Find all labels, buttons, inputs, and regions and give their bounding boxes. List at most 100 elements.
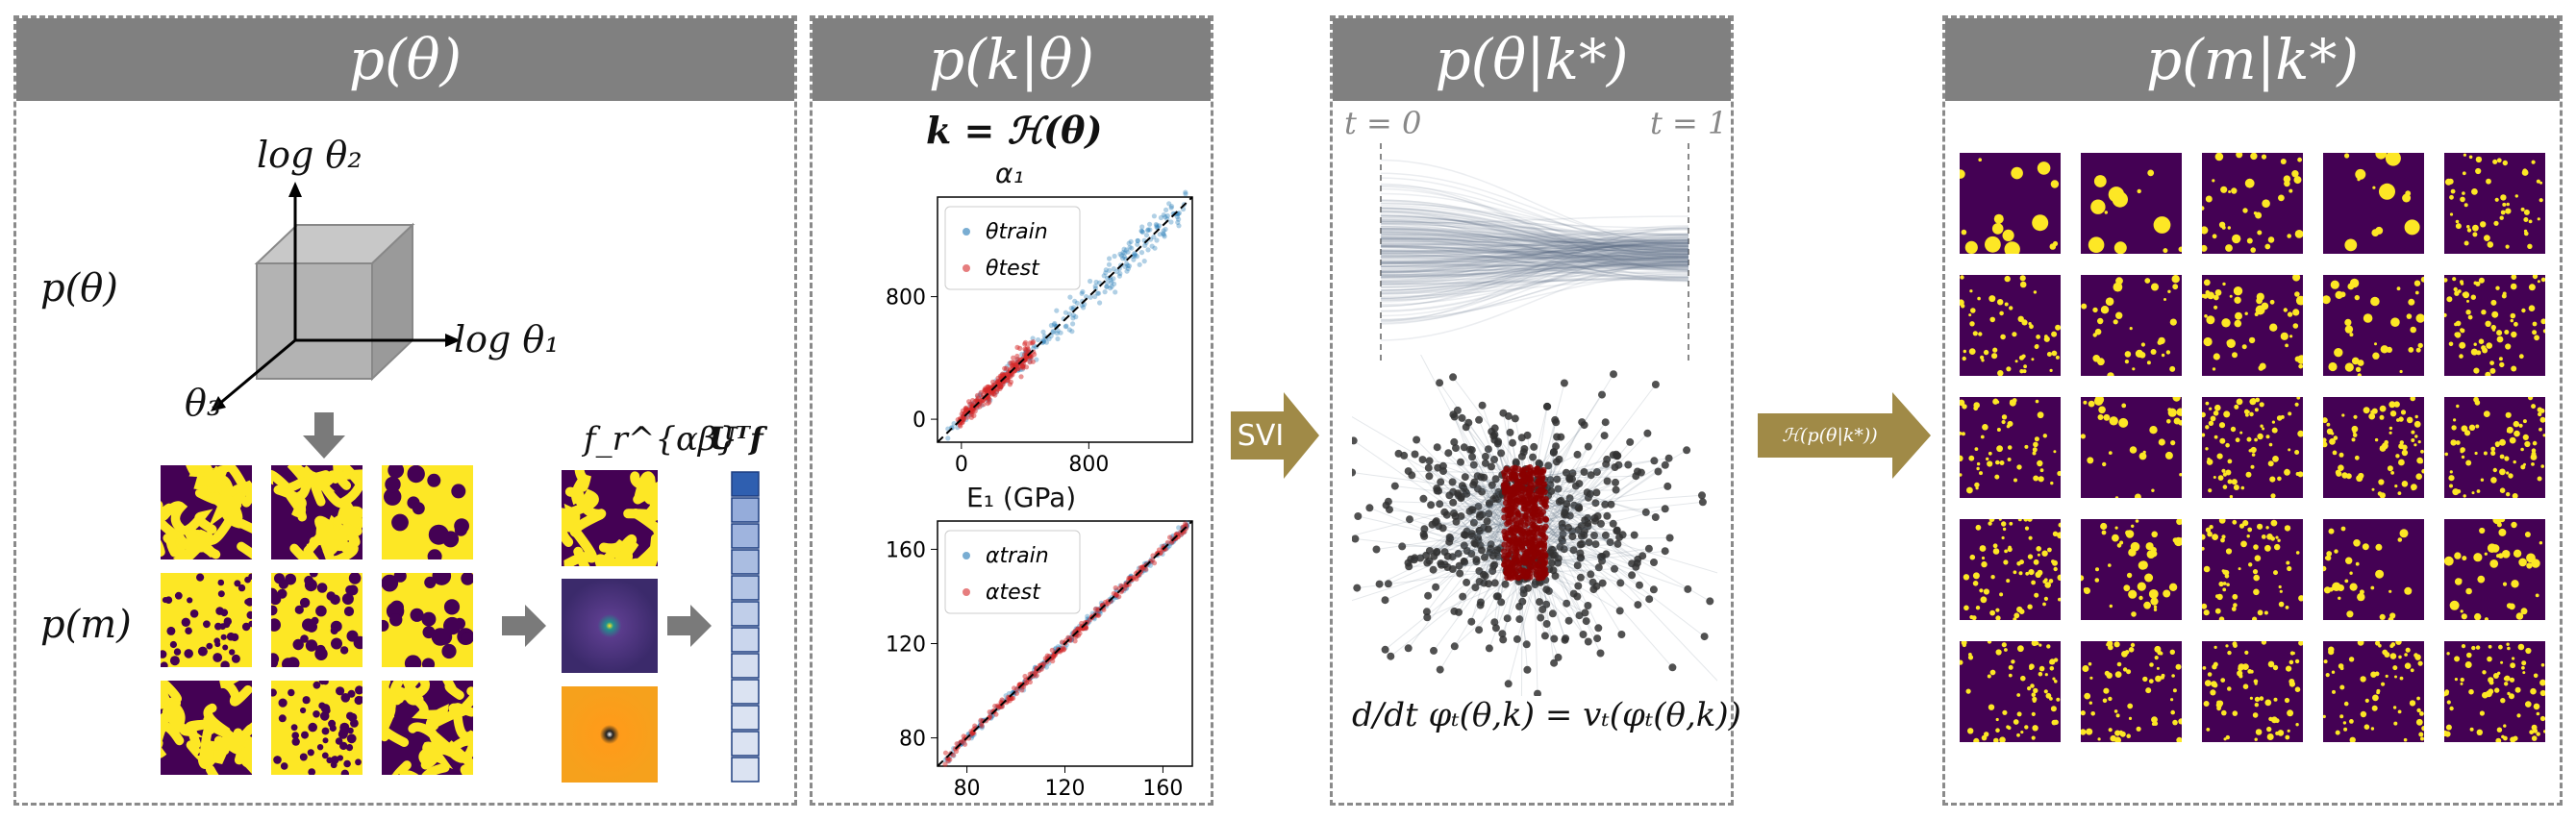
posterior-point xyxy=(1501,485,1508,491)
posterior-point xyxy=(1536,551,1542,558)
trajectory-line xyxy=(1380,220,1689,236)
trajectory-line xyxy=(1380,233,1689,248)
data-point xyxy=(1068,306,1074,311)
sample-point xyxy=(1601,500,1610,509)
sample-point xyxy=(1553,475,1562,484)
trajectory-line xyxy=(1380,229,1689,252)
data-point xyxy=(969,410,975,415)
sample-point xyxy=(1634,601,1642,609)
data-point xyxy=(1085,613,1090,619)
data-point xyxy=(1118,253,1124,259)
posterior-point xyxy=(1506,486,1513,494)
data-point xyxy=(1050,655,1056,660)
trajectory-line xyxy=(1380,245,1689,266)
flow-line xyxy=(1355,538,1519,558)
data-point xyxy=(1176,525,1182,531)
trajectory-line xyxy=(1380,250,1689,283)
sample-point xyxy=(1455,608,1463,616)
posterior-point xyxy=(1522,550,1529,557)
flow-line xyxy=(1402,544,1513,547)
trajectory-line xyxy=(1380,238,1689,241)
sample-point xyxy=(1700,633,1709,641)
posterior-point xyxy=(1538,488,1545,495)
sample-point xyxy=(1427,501,1436,509)
trajectory-line xyxy=(1380,241,1689,266)
microstructure-grid xyxy=(161,465,478,787)
sample-point xyxy=(1436,379,1444,387)
sample-point xyxy=(1462,423,1470,432)
sample-point xyxy=(1488,567,1497,575)
trajectory-line xyxy=(1380,277,1689,298)
sample-point xyxy=(1597,519,1605,528)
sample-point xyxy=(1684,584,1692,593)
trajectory-line xyxy=(1380,260,1689,264)
sample-point xyxy=(1471,584,1480,592)
trajectory-line xyxy=(1380,177,1689,251)
sample-point xyxy=(1452,517,1461,526)
trajectory-line xyxy=(1380,228,1689,256)
posterior-point xyxy=(1513,494,1521,501)
microstructure-tile xyxy=(2323,641,2424,742)
sample-point xyxy=(1577,522,1586,531)
trajectory-line xyxy=(1380,216,1689,240)
data-point xyxy=(1147,221,1153,227)
sample-point xyxy=(1603,477,1612,485)
sample-point xyxy=(1372,545,1381,554)
data-point xyxy=(1131,257,1137,262)
sample-point xyxy=(1491,475,1500,484)
predicted-microstructure-grid xyxy=(1960,153,2546,758)
data-point xyxy=(1040,329,1046,335)
trajectory-line xyxy=(1380,250,1689,261)
sample-point xyxy=(1381,596,1389,605)
flow-line xyxy=(1428,467,1514,559)
trajectory-line xyxy=(1380,227,1689,269)
trajectory-line xyxy=(1380,254,1689,258)
trajectory-line xyxy=(1380,246,1689,262)
prior-row-label: p(θ) xyxy=(40,266,118,311)
trajectory-line xyxy=(1380,243,1689,265)
forward-equation: k = ℋ(θ) xyxy=(926,109,1103,152)
data-point xyxy=(962,741,968,747)
posterior-point xyxy=(1512,552,1519,559)
sample-point xyxy=(1518,597,1527,606)
trajectory-line xyxy=(1380,261,1689,278)
sample-point xyxy=(1543,402,1552,410)
sample-point xyxy=(1628,571,1637,580)
data-point xyxy=(978,389,984,395)
sample-point xyxy=(1615,533,1624,541)
svi-arrow: SVI xyxy=(1231,392,1319,479)
trajectory-line xyxy=(1380,253,1689,262)
data-point xyxy=(1066,327,1072,333)
sample-point xyxy=(1420,532,1429,540)
data-point xyxy=(1040,339,1046,345)
data-point xyxy=(1161,231,1166,236)
sample-point xyxy=(1425,547,1434,555)
trajectory-line xyxy=(1380,238,1689,272)
posterior-panel-title: p(θ|k*) xyxy=(1435,27,1629,92)
trajectory-line xyxy=(1380,249,1689,294)
sample-point xyxy=(1491,494,1500,503)
data-point xyxy=(1101,273,1107,279)
vector-label: Uᵀf xyxy=(709,420,763,457)
microstructure-tile xyxy=(2081,641,2182,742)
sample-point xyxy=(1439,467,1447,476)
sample-point xyxy=(1562,468,1570,477)
data-point xyxy=(1183,191,1188,197)
sample-point xyxy=(1650,559,1658,566)
posterior-samples-cloud xyxy=(1352,355,1717,696)
data-point xyxy=(1113,584,1118,591)
sample-point xyxy=(1554,653,1563,661)
data-point xyxy=(1031,345,1037,351)
data-point xyxy=(1084,294,1089,300)
sample-point xyxy=(1579,631,1588,638)
trajectory-line xyxy=(1380,192,1689,243)
posterior-panel-header: p(θ|k*) xyxy=(1333,18,1731,101)
trajectory-line xyxy=(1380,262,1689,268)
sample-point xyxy=(1481,452,1489,460)
trajectory-line xyxy=(1380,213,1689,261)
trajectory-line xyxy=(1380,264,1689,267)
sample-point xyxy=(1448,478,1457,486)
legend-label: θtest xyxy=(986,257,1040,281)
data-point xyxy=(1011,355,1016,360)
sample-point xyxy=(1499,635,1508,644)
